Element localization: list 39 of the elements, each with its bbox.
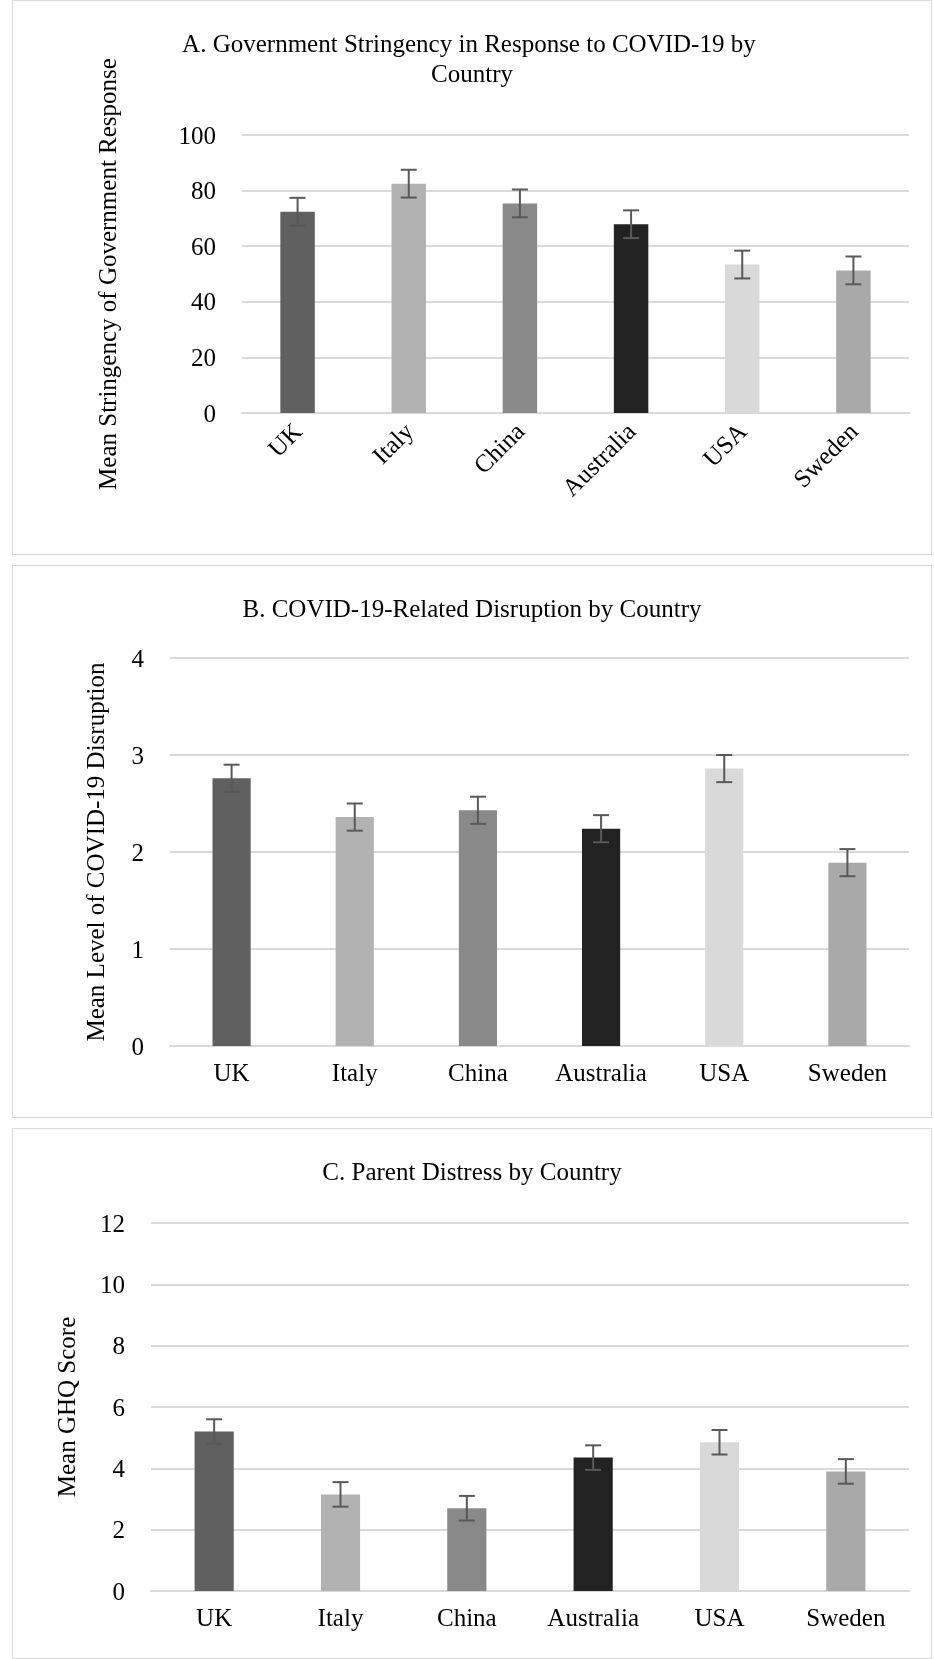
y-tick-label: 8 (112, 1332, 125, 1360)
x-tick-label: Sweden (806, 1604, 886, 1631)
y-tick-label: 0 (203, 399, 216, 427)
x-tick-label: USA (699, 1059, 750, 1086)
y-axis-title: Mean Level of COVID-19 Disruption (81, 661, 109, 1042)
chart-title: C. Parent Distress by Country (322, 1157, 623, 1185)
x-tick-label: USA (694, 1604, 745, 1631)
y-tick-label: 80 (191, 177, 216, 205)
y-tick-label: 12 (100, 1209, 125, 1237)
x-tick-label: Italy (366, 417, 419, 469)
x-tick-label: Australia (555, 1059, 647, 1086)
y-tick-label: 40 (191, 288, 216, 316)
x-tick-label: UK (262, 417, 308, 463)
y-tick-label: 2 (131, 838, 144, 866)
y-axis-title: Mean Stringency of Government Response (93, 58, 121, 490)
x-tick-label: China (436, 1604, 497, 1631)
x-tick-label: Sweden (807, 1059, 888, 1086)
x-tick-label: China (448, 1059, 508, 1086)
y-tick-label: 20 (191, 343, 216, 371)
y-tick-label: 6 (112, 1393, 125, 1421)
x-tick-label: UK (196, 1604, 233, 1631)
x-tick-label: UK (213, 1059, 250, 1086)
y-tick-label: 3 (131, 741, 144, 769)
y-tick-label: 0 (131, 1032, 144, 1060)
y-tick-label: 10 (100, 1270, 125, 1298)
y-tick-label: 1 (131, 935, 144, 963)
x-tick-label: Australia (547, 1604, 639, 1631)
y-axis-title: Mean GHQ Score (52, 1316, 80, 1498)
chart-title: B. COVID-19-Related Disruption by Country (242, 594, 702, 622)
y-tick-label: 4 (112, 1454, 126, 1482)
chart-title: A. Government Stringency in Response to COVID-19 by Country (182, 29, 762, 87)
y-tick-label: 2 (112, 1516, 125, 1544)
x-tick-label: USA (697, 417, 752, 472)
y-tick-label: 60 (191, 232, 216, 260)
x-tick-label: Italy (317, 1604, 364, 1631)
x-tick-label: Italy (331, 1059, 379, 1086)
y-tick-label: 4 (131, 644, 145, 672)
y-tick-label: 0 (112, 1577, 125, 1605)
y-tick-label: 100 (178, 121, 216, 149)
